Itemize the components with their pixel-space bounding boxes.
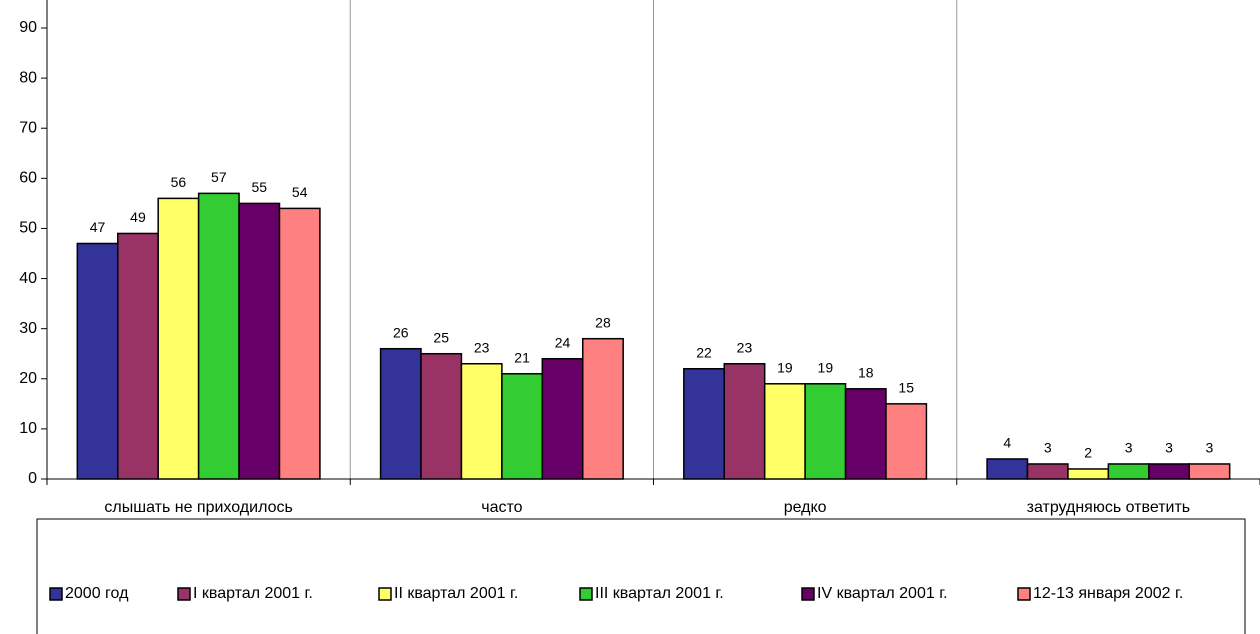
value-label: 2 — [1084, 445, 1092, 461]
legend-swatch — [579, 587, 593, 601]
bar — [157, 197, 200, 480]
y-tick-label: 80 — [19, 69, 37, 86]
value-label: 21 — [514, 349, 530, 365]
bar — [844, 388, 887, 480]
bar — [683, 368, 726, 480]
y-tick-label: 20 — [19, 370, 37, 387]
legend-label: IV квартал 2001 г. — [817, 585, 948, 602]
value-label: 25 — [433, 329, 449, 345]
value-label: 24 — [555, 334, 571, 350]
x-tick-label: часто — [481, 499, 522, 516]
bar — [1026, 463, 1069, 480]
legend-swatch — [801, 587, 815, 601]
value-label: 3 — [1125, 440, 1133, 456]
bar — [541, 357, 584, 480]
bar — [804, 383, 847, 480]
value-label: 49 — [130, 209, 146, 225]
legend-label: I квартал 2001 г. — [193, 585, 313, 602]
y-tick-label: 40 — [19, 270, 37, 287]
y-tick-label: 70 — [19, 119, 37, 136]
value-label: 15 — [898, 380, 914, 396]
value-label: 3 — [1206, 440, 1214, 456]
bar — [1107, 463, 1150, 480]
legend-label: II квартал 2001 г. — [394, 585, 518, 602]
value-label: 26 — [393, 324, 409, 340]
legend-swatch — [378, 587, 392, 601]
bar — [763, 383, 806, 480]
bar — [117, 232, 159, 480]
y-tick-label: 50 — [19, 220, 37, 237]
value-label: 28 — [595, 314, 611, 330]
value-label: 19 — [777, 359, 793, 375]
legend-swatch — [177, 587, 191, 601]
x-tick-label: слышать не приходилось — [104, 499, 292, 516]
bar — [1148, 463, 1190, 480]
bar — [76, 242, 119, 480]
y-tick-label: 30 — [19, 320, 37, 337]
bar — [238, 202, 281, 480]
bar — [723, 362, 766, 480]
value-label: 23 — [737, 339, 753, 355]
bar — [986, 458, 1029, 480]
legend-label: 12-13 января 2002 г. — [1033, 585, 1183, 602]
x-tick-label: редко — [784, 499, 827, 516]
legend-swatch — [49, 587, 63, 601]
x-tick-label: затрудняюсь ответить — [1027, 499, 1191, 516]
bar — [885, 403, 928, 480]
y-tick-label: 0 — [28, 470, 37, 487]
bar — [1188, 463, 1231, 480]
bar — [501, 373, 544, 480]
value-label: 56 — [171, 174, 187, 190]
legend-label: 2000 год — [65, 585, 129, 602]
value-label: 22 — [696, 344, 712, 360]
y-tick-label: 90 — [19, 19, 37, 36]
value-label: 47 — [90, 219, 106, 235]
bar — [420, 352, 463, 480]
value-label: 19 — [818, 359, 834, 375]
value-label: 55 — [251, 179, 267, 195]
y-tick-label: 60 — [19, 170, 37, 187]
bar — [197, 192, 240, 480]
legend-box — [36, 518, 1246, 634]
value-label: 23 — [474, 339, 490, 355]
bar — [460, 362, 503, 480]
bar — [379, 347, 422, 480]
value-label: 54 — [292, 184, 308, 200]
bar — [278, 207, 321, 480]
value-label: 3 — [1165, 440, 1173, 456]
legend-swatch — [1017, 587, 1031, 601]
y-tick-label: 10 — [19, 420, 37, 437]
bar — [1067, 468, 1110, 480]
value-label: 18 — [858, 365, 874, 381]
legend-label: III квартал 2001 г. — [595, 585, 724, 602]
bar — [581, 337, 624, 480]
value-label: 4 — [1003, 435, 1011, 451]
value-label: 3 — [1044, 440, 1052, 456]
value-label: 57 — [211, 169, 227, 185]
